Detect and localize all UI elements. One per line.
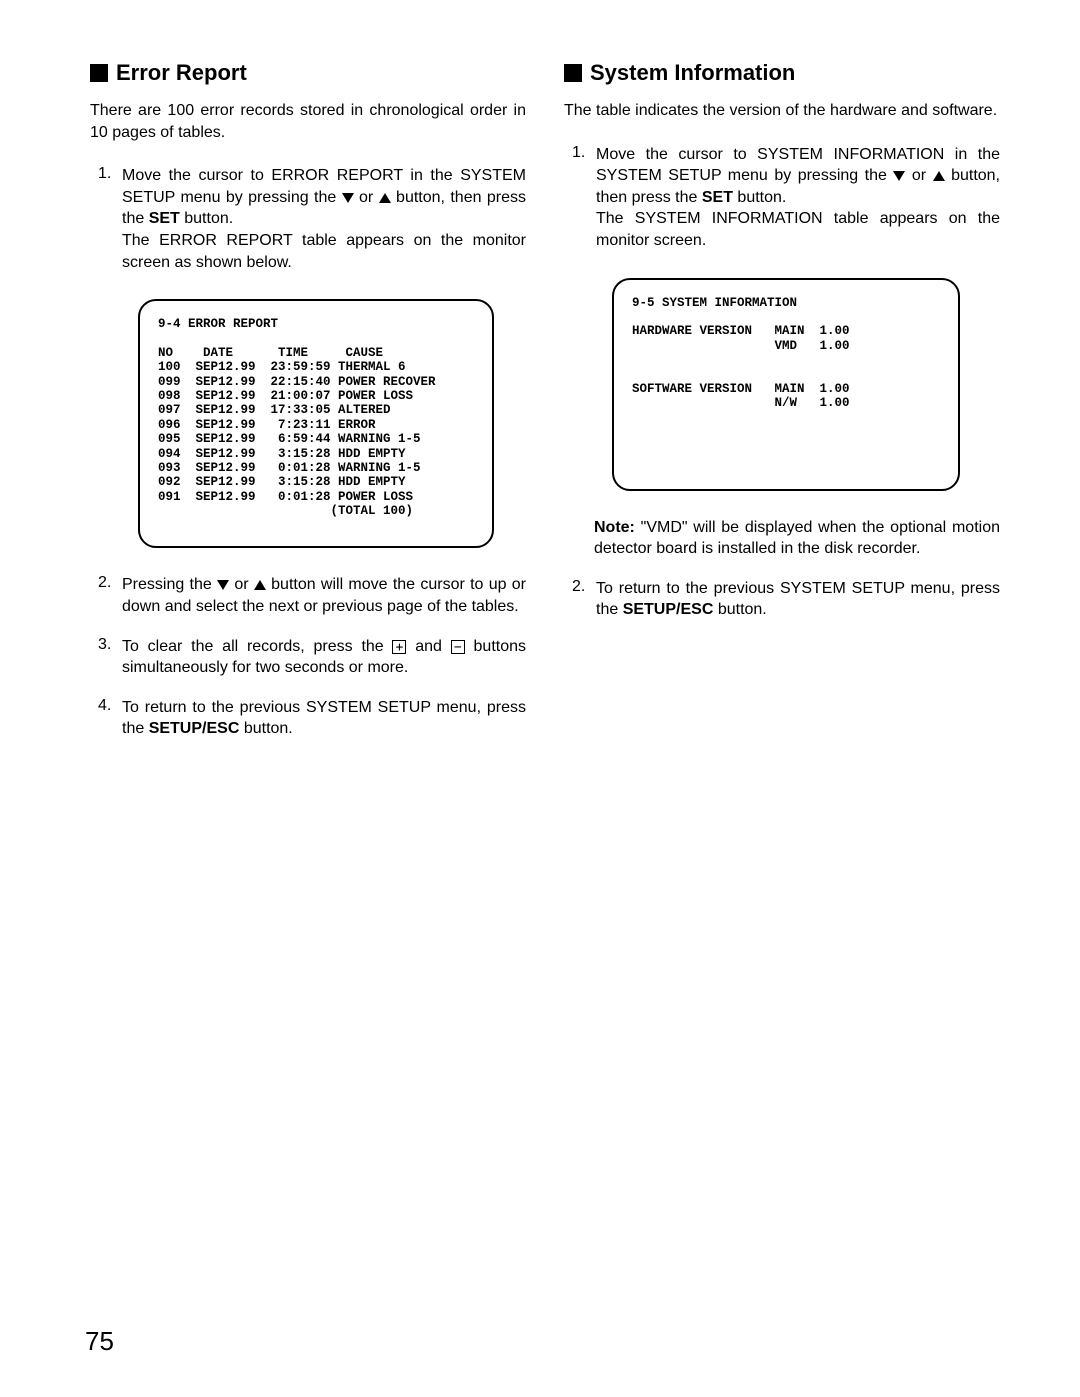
plus-button-icon: + [392,640,406,654]
down-triangle-icon [342,193,354,203]
heading-text: Error Report [116,60,247,86]
down-triangle-icon [217,580,229,590]
sysinfo-intro-text: The table indicates the version of the h… [564,100,1000,122]
screen-header: NO DATE TIME CAUSE [158,346,383,360]
screen-row: 093 SEP12.99 0:01:28 WARNING 1-5 [158,461,421,475]
text: Pressing the [122,576,217,593]
step-body: Move the cursor to ERROR REPORT in the S… [122,165,526,273]
step-body: Move the cursor to SYSTEM INFORMATION in… [596,144,1000,252]
text: button. [733,189,786,206]
screen-row: 098 SEP12.99 21:00:07 POWER LOSS [158,389,413,403]
screen-row: VMD 1.00 [632,339,850,353]
sysinfo-step-1: 1. Move the cursor to SYSTEM INFORMATION… [572,144,1000,252]
screen-row: 092 SEP12.99 3:15:28 HDD EMPTY [158,475,406,489]
text: or [905,167,932,184]
error-step-3: 3. To clear the all records, press the +… [98,636,526,679]
set-label: SET [149,210,180,227]
text: button. [180,210,233,227]
step-number: 3. [98,636,120,679]
step-body: Pressing the or button will move the cur… [122,574,526,617]
note-block: Note: "VMD" will be displayed when the o… [594,517,1000,560]
up-triangle-icon [933,171,945,181]
down-triangle-icon [893,171,905,181]
up-triangle-icon [379,193,391,203]
left-column: Error Report There are 100 error records… [90,60,526,758]
note-text: "VMD" will be displayed when the optiona… [594,519,1000,558]
heading-text: System Information [590,60,795,86]
screen-row: 097 SEP12.99 17:33:05 ALTERED [158,403,391,417]
text: button. [239,720,292,737]
screen-title: 9-4 ERROR REPORT [158,317,278,331]
screen-title: 9-5 SYSTEM INFORMATION [632,296,797,310]
step-number: 1. [98,165,120,273]
error-intro-text: There are 100 error records stored in ch… [90,100,526,143]
step-number: 1. [572,144,594,252]
text: or [229,576,254,593]
step-body: To return to the previous SYSTEM SETUP m… [122,697,526,740]
error-report-heading: Error Report [90,60,526,86]
step-number: 2. [98,574,120,617]
screen-row: N/W 1.00 [632,396,850,410]
error-report-screen: 9-4 ERROR REPORT NO DATE TIME CAUSE 100 … [138,299,494,548]
screen-total: (TOTAL 100) [158,504,413,518]
error-step-4: 4. To return to the previous SYSTEM SETU… [98,697,526,740]
setup-esc-label: SETUP/ESC [149,720,240,737]
square-bullet-icon [90,64,108,82]
page-number: 75 [85,1326,114,1357]
screen-row: 099 SEP12.99 22:15:40 POWER RECOVER [158,375,436,389]
error-step-1: 1. Move the cursor to ERROR REPORT in th… [98,165,526,273]
minus-button-icon: − [451,640,465,654]
step-body: To return to the previous SYSTEM SETUP m… [596,578,1000,621]
sysinfo-step-2: 2. To return to the previous SYSTEM SETU… [572,578,1000,621]
step-number: 2. [572,578,594,621]
screen-row: HARDWARE VERSION MAIN 1.00 [632,324,850,338]
up-triangle-icon [254,580,266,590]
text: The SYSTEM INFORMATION table appears on … [596,210,1000,249]
system-info-screen: 9-5 SYSTEM INFORMATION HARDWARE VERSION … [612,278,960,491]
text: To clear the all records, press the [122,638,392,655]
text: or [354,189,379,206]
step-body: To clear the all records, press the + an… [122,636,526,679]
two-column-layout: Error Report There are 100 error records… [90,60,1000,758]
screen-row: 096 SEP12.99 7:23:11 ERROR [158,418,376,432]
note-label: Note: [594,519,635,536]
system-info-heading: System Information [564,60,1000,86]
text: button. [713,601,766,618]
text: and [406,638,450,655]
square-bullet-icon [564,64,582,82]
step-number: 4. [98,697,120,740]
screen-row: 100 SEP12.99 23:59:59 THERMAL 6 [158,360,406,374]
setup-esc-label: SETUP/ESC [623,601,714,618]
screen-row: 091 SEP12.99 0:01:28 POWER LOSS [158,490,413,504]
screen-row: 094 SEP12.99 3:15:28 HDD EMPTY [158,447,406,461]
screen-row: 095 SEP12.99 6:59:44 WARNING 1-5 [158,432,421,446]
right-column: System Information The table indicates t… [564,60,1000,758]
set-label: SET [702,189,733,206]
text: The ERROR REPORT table appears on the mo… [122,232,526,271]
error-step-2: 2. Pressing the or button will move the … [98,574,526,617]
screen-row: SOFTWARE VERSION MAIN 1.00 [632,382,850,396]
